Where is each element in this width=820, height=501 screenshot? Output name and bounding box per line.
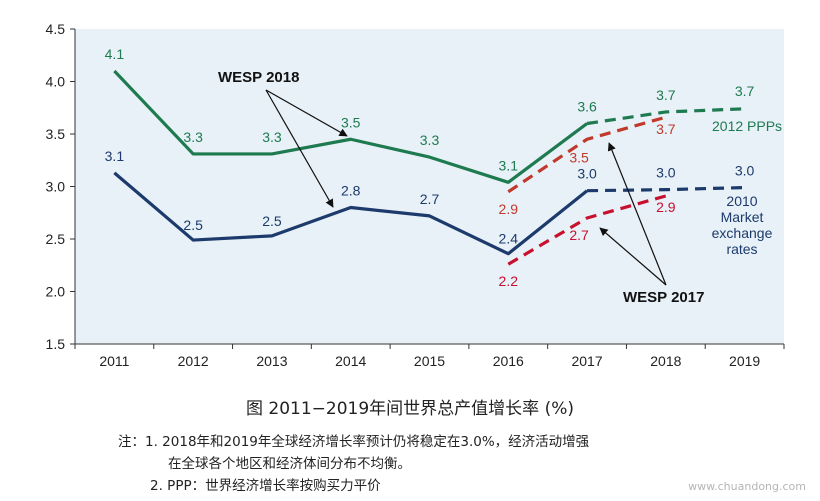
mer-data-label: 3.0 bbox=[656, 165, 676, 181]
wesp2017-data-label: 3.7 bbox=[656, 121, 676, 137]
figure-caption: 图 2011−2019年间世界总产值增长率 (%) bbox=[246, 399, 574, 419]
y-tick-label: 2.5 bbox=[46, 231, 66, 247]
x-tick-label: 2015 bbox=[414, 353, 445, 369]
ppp-series-label: 2012 PPPs bbox=[712, 118, 782, 134]
mer-forecast-line bbox=[587, 185, 745, 193]
mer-data-label: 3.0 bbox=[735, 163, 755, 179]
x-tick-label: 2012 bbox=[178, 353, 209, 369]
wesp2017-data-label: 2.9 bbox=[656, 199, 676, 215]
wesp2017-mer-line bbox=[507, 194, 667, 266]
mer-data-label: 3.1 bbox=[105, 148, 125, 164]
y-tick-label: 3.0 bbox=[46, 179, 66, 195]
mer-series-label: Market bbox=[721, 209, 764, 225]
ppp-data-label: 3.5 bbox=[341, 114, 361, 130]
mer-data-label: 2.4 bbox=[499, 231, 519, 247]
y-tick-label: 4.0 bbox=[46, 74, 66, 90]
mer-data-label: 2.5 bbox=[183, 217, 203, 233]
watermark: www.chuandong.com bbox=[688, 480, 806, 493]
mer-data-label: 2.7 bbox=[420, 191, 440, 207]
wesp2017-data-label: 2.9 bbox=[499, 201, 519, 217]
ppp-data-label: 4.1 bbox=[105, 46, 125, 62]
ppp-forecast-line bbox=[586, 107, 745, 126]
wesp2017-ppp-line bbox=[507, 115, 667, 194]
y-tick-label: 1.5 bbox=[46, 336, 66, 352]
wesp2018-arrow bbox=[265, 89, 334, 208]
note-line-3: 2. PPP：世界经济增长率按购买力平价 bbox=[150, 478, 381, 494]
mer-series-label: 2010 bbox=[726, 193, 757, 209]
ppp-data-label: 3.1 bbox=[499, 157, 519, 173]
x-tick-label: 2011 bbox=[99, 353, 129, 369]
wesp2018-arrow bbox=[265, 89, 348, 137]
ppp-data-label: 3.3 bbox=[262, 129, 282, 145]
wesp2017-data-label: 3.5 bbox=[569, 149, 589, 165]
ppp-data-label: 3.7 bbox=[656, 87, 676, 103]
x-tick-label: 2017 bbox=[571, 353, 602, 369]
mer-series-line bbox=[113, 171, 589, 256]
x-tick-label: 2016 bbox=[493, 353, 524, 369]
wesp2017-data-label: 2.7 bbox=[569, 227, 589, 243]
wesp2017-arrow bbox=[607, 142, 667, 286]
x-tick-label: 2014 bbox=[335, 353, 366, 369]
x-tick-label: 2019 bbox=[729, 353, 760, 369]
wesp2017-arrow bbox=[599, 227, 667, 286]
wesp2017-data-label: 2.2 bbox=[499, 273, 519, 289]
x-tick-label: 2018 bbox=[650, 353, 681, 369]
y-tick-label: 3.5 bbox=[46, 126, 66, 142]
x-tick-label: 2013 bbox=[256, 353, 287, 369]
plot-area bbox=[75, 29, 784, 344]
ppp-data-label: 3.7 bbox=[735, 83, 755, 99]
ppp-data-label: 3.6 bbox=[577, 99, 597, 115]
mer-data-label: 2.8 bbox=[341, 183, 361, 199]
y-tick-label: 2.0 bbox=[46, 284, 66, 300]
y-tick-label: 4.5 bbox=[46, 21, 66, 37]
wesp2017-annotation: WESP 2017 bbox=[623, 289, 704, 306]
ppp-data-label: 3.3 bbox=[183, 129, 203, 145]
ppp-series-line bbox=[113, 69, 589, 184]
wesp2018-annotation: WESP 2018 bbox=[218, 69, 299, 86]
mer-data-label: 3.0 bbox=[577, 166, 597, 182]
mer-series-label: exchange bbox=[712, 225, 773, 241]
note-line-2: 在全球各个地区和经济体间分布不均衡。 bbox=[168, 456, 411, 472]
mer-data-label: 2.5 bbox=[262, 213, 282, 229]
mer-series-label: rates bbox=[726, 241, 757, 257]
ppp-data-label: 3.3 bbox=[420, 132, 440, 148]
note-line-1: 注：1. 2018年和2019年全球经济增长率预计仍将稳定在3.0%，经济活动增… bbox=[118, 434, 590, 450]
